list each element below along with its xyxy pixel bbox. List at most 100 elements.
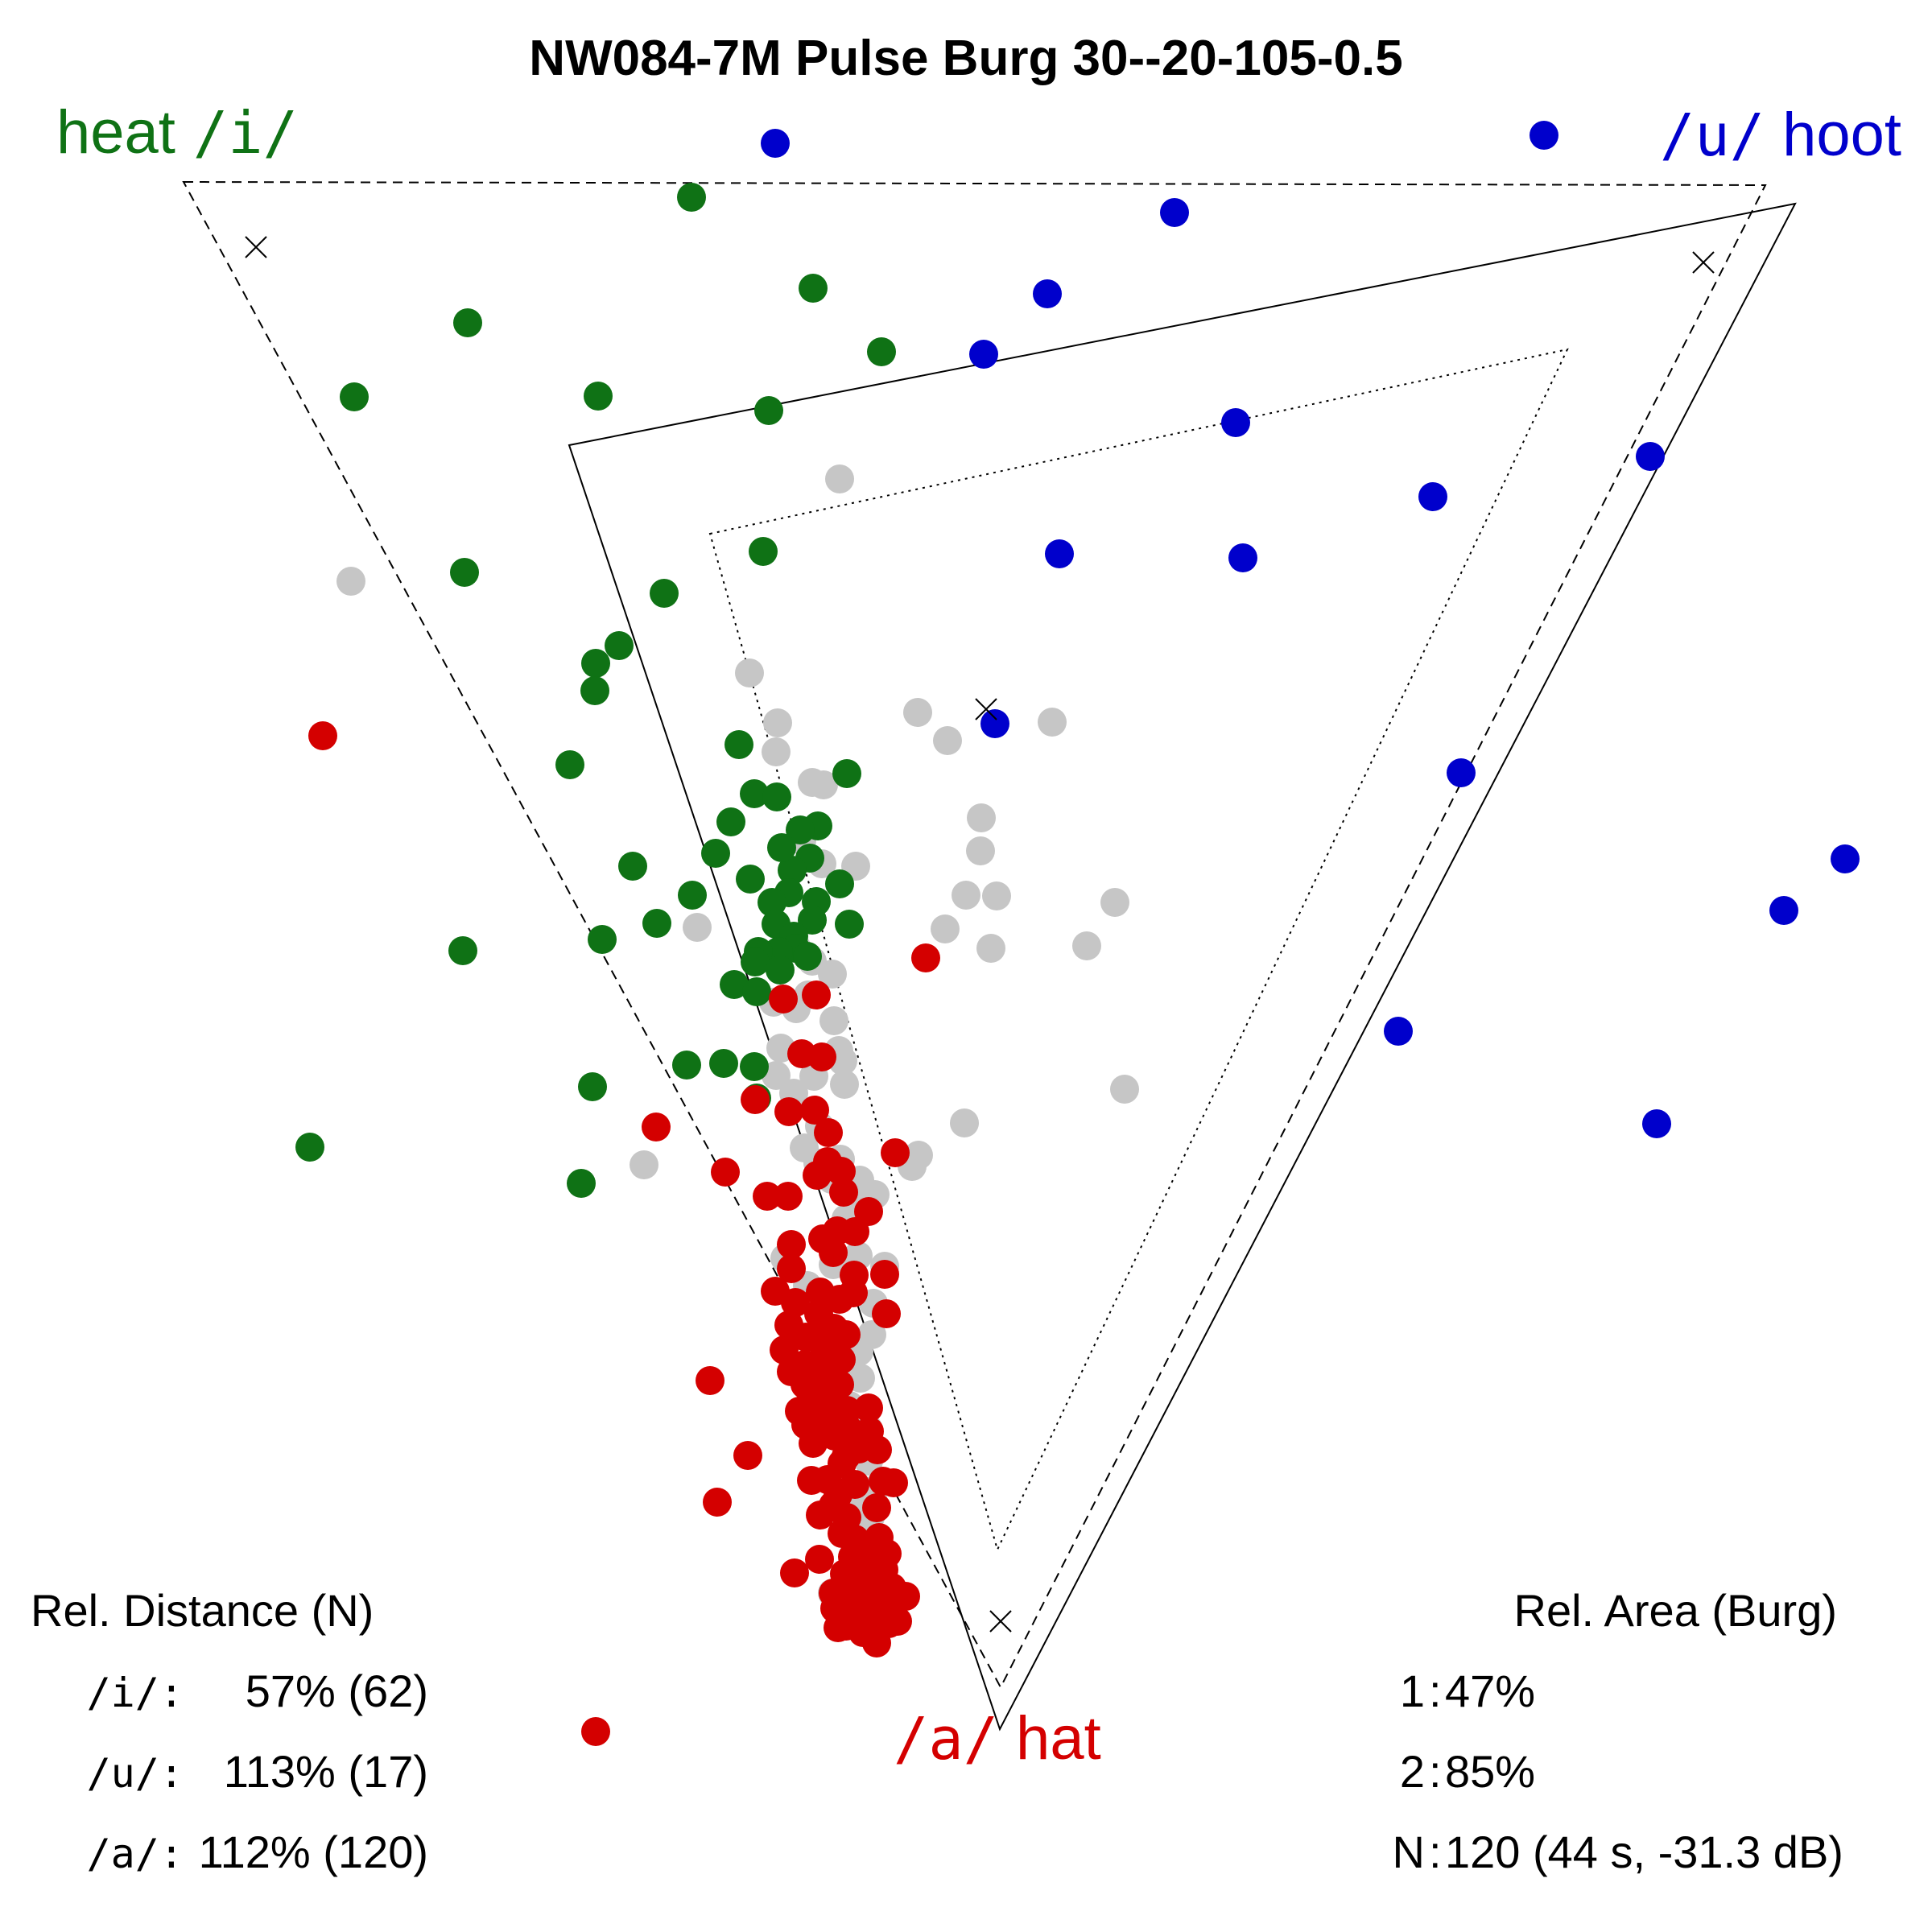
rel-distance-value-u: 113% (17)	[224, 1746, 428, 1797]
data-point-u	[1636, 442, 1665, 471]
triangle-dotted	[708, 348, 1569, 1552]
rel-area-header: Rel. Area (Burg)	[1514, 1585, 1838, 1636]
data-point-a	[581, 1717, 610, 1746]
data-point-a	[861, 1604, 890, 1633]
data-point-other	[967, 803, 996, 832]
data-point-a	[733, 1441, 762, 1470]
data-point-i	[749, 537, 778, 566]
data-point-other	[931, 914, 960, 943]
data-point-u	[969, 340, 998, 369]
data-point-i	[578, 1072, 607, 1101]
data-point-u	[1045, 539, 1074, 568]
data-point-i	[677, 183, 706, 212]
rel-distance-header: Rel. Distance (N)	[31, 1585, 374, 1636]
rel-distance-symbol-u: /u/:	[87, 1750, 184, 1797]
data-point-a	[891, 1582, 920, 1611]
data-point-i	[825, 869, 854, 898]
data-point-a	[832, 1320, 861, 1349]
data-point-a	[881, 1138, 910, 1167]
data-point-other	[830, 1070, 859, 1099]
vowel-label-a: /a/ hat	[894, 1704, 1101, 1773]
data-point-other	[1072, 931, 1101, 960]
data-point-i	[766, 956, 795, 985]
vowel-label-i: heat /i/	[56, 98, 298, 167]
data-point-u	[980, 709, 1009, 738]
data-point-i	[588, 925, 617, 954]
data-point-a	[799, 1429, 828, 1458]
data-point-i	[724, 730, 753, 759]
data-point-i	[678, 881, 707, 910]
data-point-a	[774, 1097, 803, 1126]
data-point-i	[453, 308, 482, 337]
reference-x-mark	[245, 236, 267, 258]
data-point-u	[1384, 1017, 1413, 1046]
data-point-a	[872, 1299, 901, 1328]
data-point-other	[952, 881, 980, 910]
data-point-a	[879, 1468, 908, 1497]
data-point-other	[762, 1061, 791, 1090]
vowel-symbol-a: /a/	[894, 1705, 998, 1773]
data-point-u	[1418, 482, 1447, 511]
data-point-other	[763, 708, 792, 737]
data-point-a	[862, 1493, 891, 1522]
reference-x-mark	[1692, 251, 1715, 274]
data-point-i	[450, 558, 479, 587]
data-point-i	[642, 909, 671, 938]
data-point-a	[777, 1254, 806, 1283]
data-point-i	[793, 942, 822, 971]
vowel-label-u: /u/ hoot	[1660, 101, 1901, 169]
rel-area-value-2: 85%	[1445, 1746, 1535, 1797]
rel-area-colon-n: :	[1429, 1827, 1442, 1877]
vowel-symbol-u: /u/	[1660, 101, 1765, 169]
data-point-other	[818, 960, 847, 989]
data-point-i	[741, 947, 770, 976]
data-point-i	[758, 888, 786, 917]
data-point-i	[832, 759, 861, 788]
data-point-a	[827, 1157, 856, 1186]
data-point-a	[769, 985, 798, 1013]
data-point-i	[567, 1169, 596, 1198]
data-point-a	[308, 721, 337, 750]
data-point-a	[807, 1042, 836, 1071]
data-point-other	[683, 913, 712, 942]
data-point-u	[1530, 121, 1558, 150]
data-point-u	[1447, 758, 1476, 787]
data-point-i	[754, 396, 783, 425]
data-point-u	[1160, 198, 1189, 227]
data-point-i	[340, 382, 369, 411]
vowel-word-a: hat	[1016, 1704, 1101, 1773]
data-point-a	[805, 1545, 834, 1574]
data-point-i	[295, 1133, 324, 1162]
data-point-a	[829, 1178, 858, 1207]
data-point-i	[742, 977, 771, 1006]
data-point-a	[839, 1278, 868, 1307]
rel-distance-symbol-i: /i/:	[87, 1670, 184, 1716]
data-point-i	[799, 274, 828, 303]
rel-distance-panel: Rel. Distance (N) /i/: 57% (62) /u/: 113…	[31, 1585, 428, 1877]
vowel-word-u: hoot	[1782, 101, 1901, 169]
data-point-i	[767, 833, 796, 862]
data-point-a	[806, 1501, 835, 1530]
data-point-u	[761, 129, 790, 158]
data-point-other	[903, 698, 932, 727]
rel-area-key-1: 1	[1400, 1666, 1425, 1716]
data-point-a	[819, 1238, 848, 1267]
data-point-a	[803, 1161, 832, 1190]
rel-area-panel: Rel. Area (Burg) 1 : 47% 2 : 85% N : 120…	[1393, 1585, 1843, 1877]
data-point-other	[950, 1108, 979, 1137]
rel-area-key-2: 2	[1400, 1746, 1425, 1797]
rel-distance-value-a: 112% (120)	[199, 1827, 428, 1877]
data-point-other	[819, 1006, 848, 1035]
data-point-i	[740, 1052, 769, 1081]
data-point-i	[555, 750, 584, 779]
data-point-a	[781, 1288, 810, 1317]
data-point-i	[605, 631, 634, 660]
data-point-u	[1831, 844, 1860, 873]
data-point-a	[870, 1260, 899, 1289]
data-point-a	[711, 1158, 740, 1187]
data-point-i	[835, 910, 864, 939]
data-point-other	[762, 737, 791, 766]
data-point-i	[709, 1049, 738, 1078]
